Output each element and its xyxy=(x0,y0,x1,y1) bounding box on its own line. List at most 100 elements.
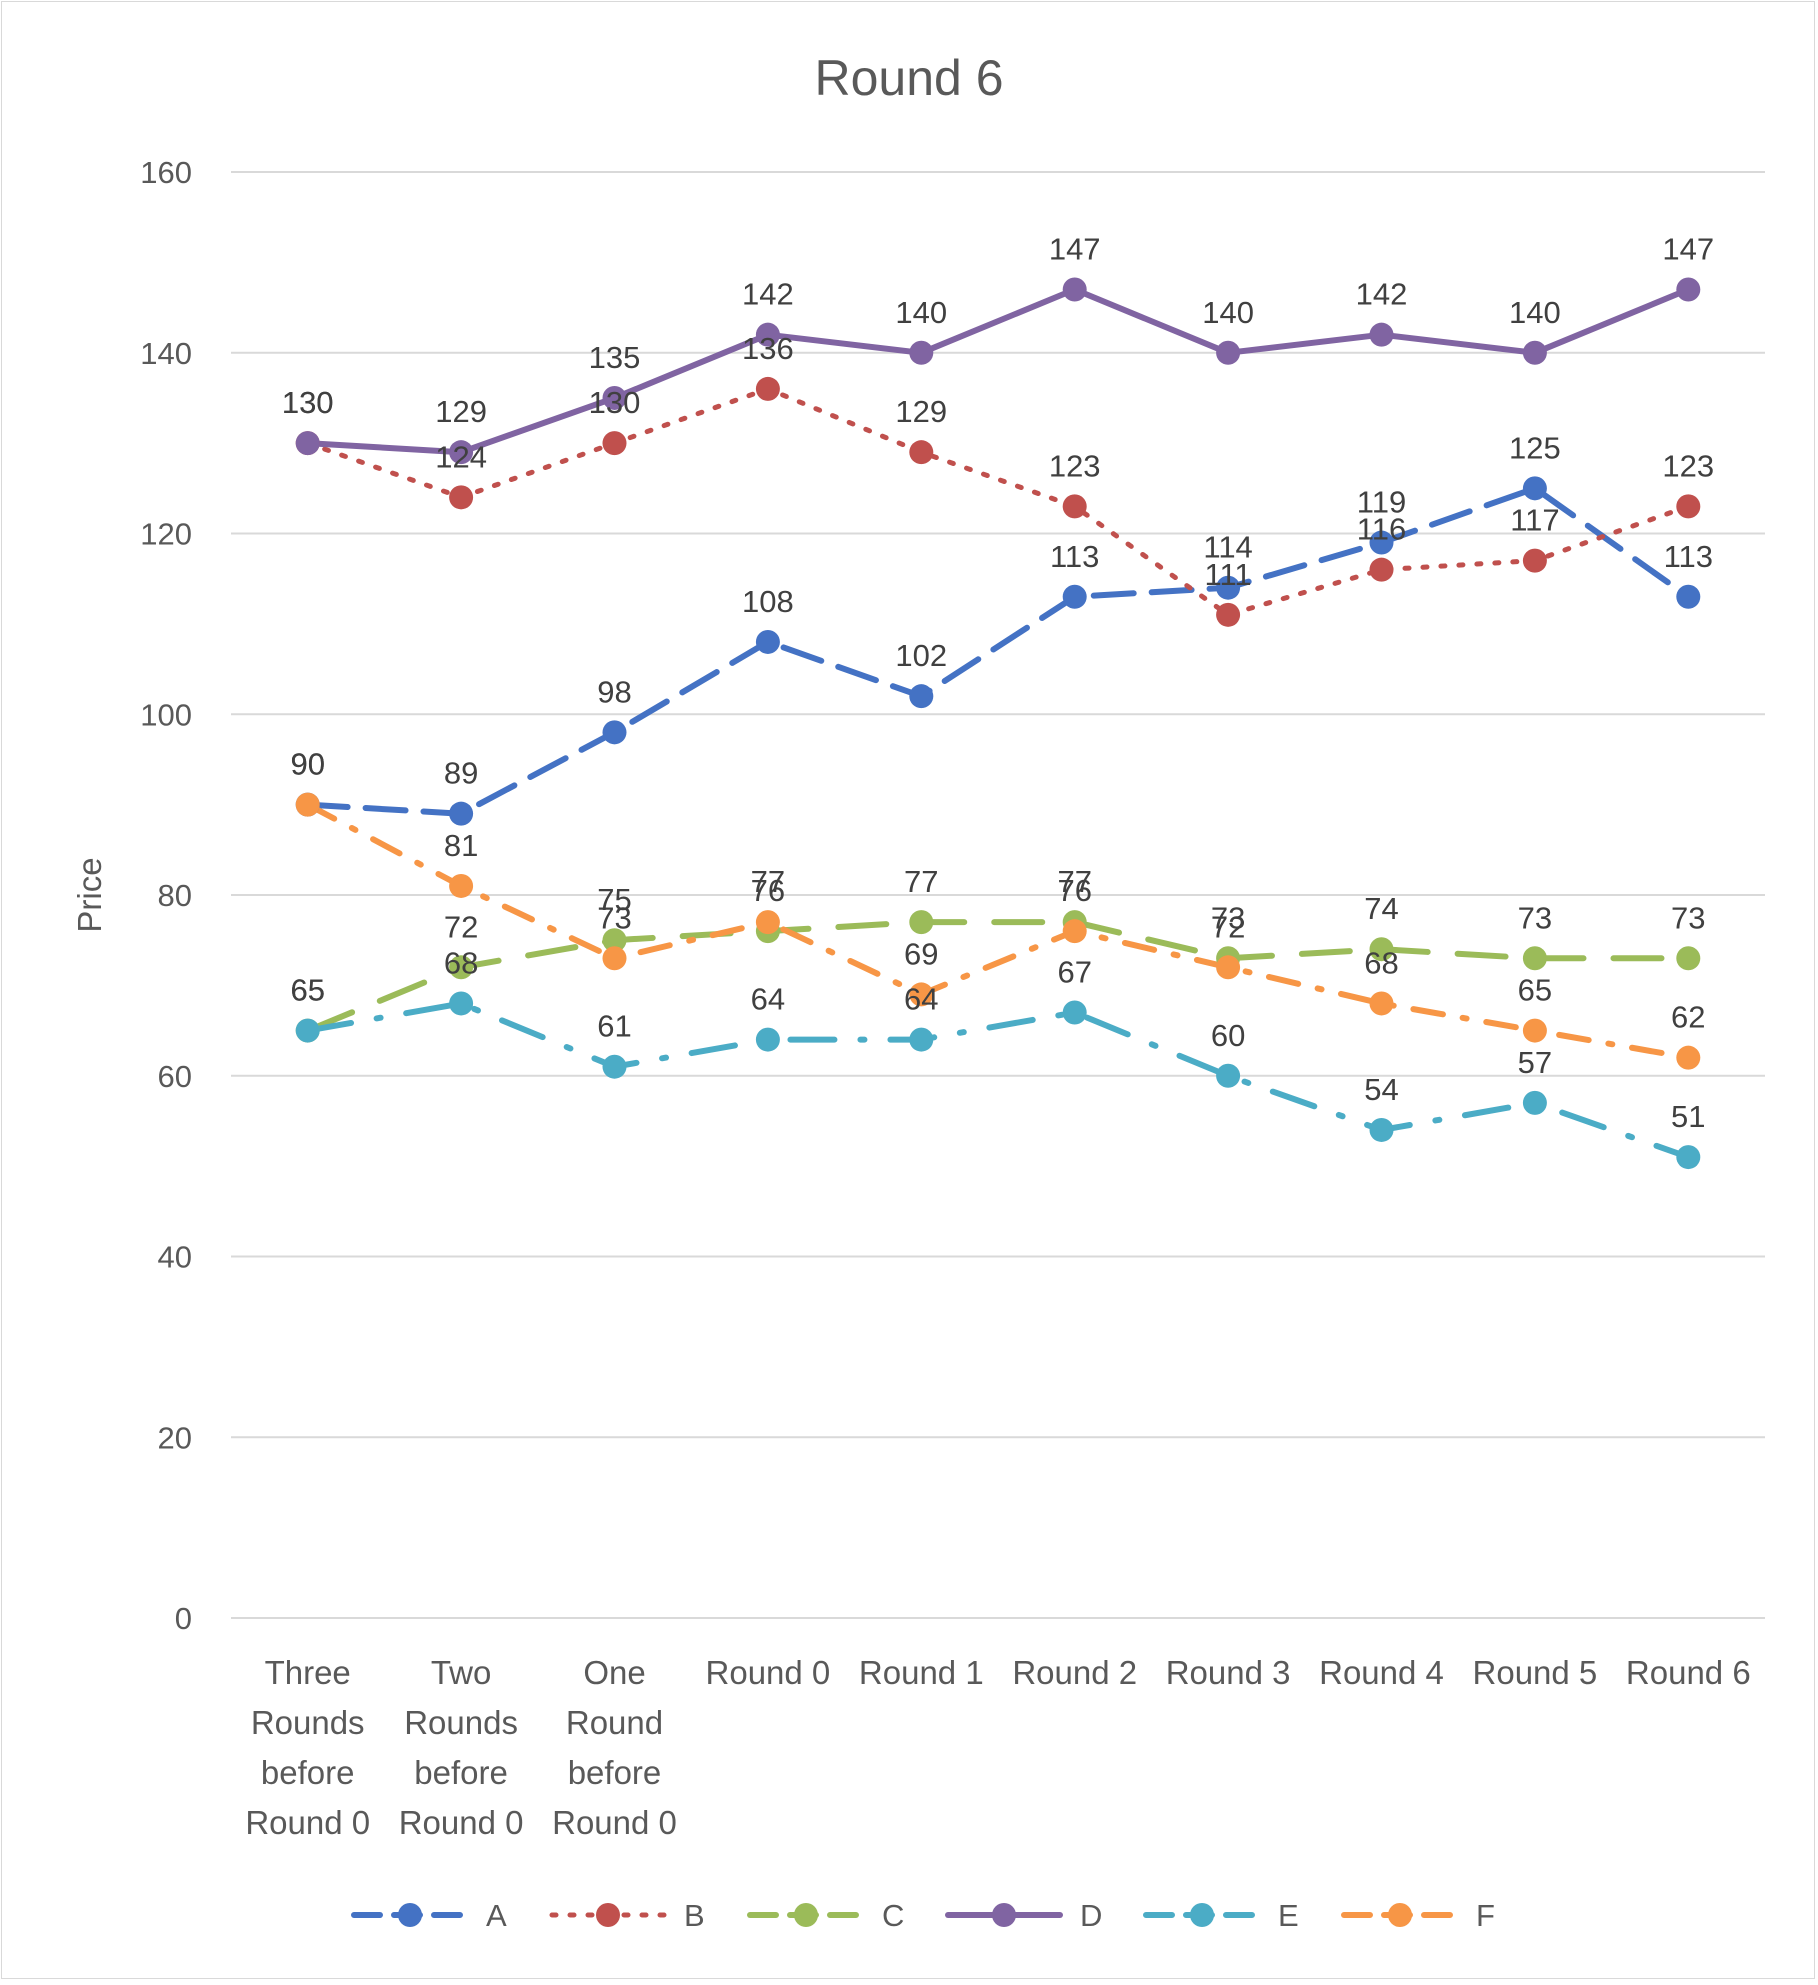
y-tick-label: 60 xyxy=(158,1059,192,1094)
data-label-A: 113 xyxy=(1664,539,1713,574)
legend-label-C: C xyxy=(882,1898,904,1933)
data-point-E xyxy=(602,1054,627,1079)
data-point-E xyxy=(755,1027,780,1052)
data-label-F: 62 xyxy=(1671,1000,1705,1035)
data-label-F: 81 xyxy=(444,828,478,863)
data-label-E: 64 xyxy=(751,982,785,1017)
data-label-E: 60 xyxy=(1211,1018,1245,1053)
x-tick-label: Three Rounds before Round 0 xyxy=(245,1654,370,1841)
x-tick-label: Round 5 xyxy=(1473,1654,1598,1691)
data-label-B: 136 xyxy=(742,331,794,366)
data-point-E xyxy=(295,1018,320,1043)
legend-label-F: F xyxy=(1476,1898,1495,1933)
data-label-C: 73 xyxy=(1211,900,1245,935)
legend-marker-A xyxy=(398,1903,422,1927)
data-point-A xyxy=(909,684,934,709)
data-label-D: 130 xyxy=(282,385,334,420)
data-label-E: 51 xyxy=(1671,1099,1705,1134)
legend-marker-E xyxy=(1190,1903,1214,1927)
data-point-C xyxy=(1522,946,1547,971)
data-label-A: 90 xyxy=(290,747,324,782)
legend-marker-D xyxy=(992,1903,1016,1927)
legend-item-C: C xyxy=(747,1898,904,1933)
data-label-B: 123 xyxy=(1662,448,1714,483)
data-label-D: 140 xyxy=(895,295,947,330)
data-label-C: 77 xyxy=(1057,864,1091,899)
data-point-F xyxy=(909,982,934,1007)
data-point-A xyxy=(755,629,780,654)
data-point-B xyxy=(909,440,934,465)
y-tick-label: 0 xyxy=(175,1601,192,1636)
data-point-D xyxy=(449,440,474,465)
legend-item-E: E xyxy=(1143,1898,1299,1933)
data-point-A xyxy=(449,801,474,826)
y-tick-label: 100 xyxy=(140,697,192,732)
data-label-E: 57 xyxy=(1518,1045,1552,1080)
x-tick-label: Round 3 xyxy=(1166,1654,1291,1691)
data-label-D: 135 xyxy=(589,340,641,375)
chart-title: Round 6 xyxy=(814,50,1003,106)
data-point-D xyxy=(602,385,627,410)
series-line-A xyxy=(304,485,1692,817)
data-point-B xyxy=(602,431,627,456)
legend-item-F: F xyxy=(1341,1898,1495,1933)
data-label-F: 76 xyxy=(1057,873,1091,908)
series-line-B xyxy=(305,386,1691,618)
data-point-B xyxy=(1522,548,1547,573)
y-axis-label: Price xyxy=(71,857,108,932)
data-point-B xyxy=(1216,602,1241,627)
data-label-A: 114 xyxy=(1203,530,1252,565)
data-point-F xyxy=(295,792,320,817)
data-label-E: 61 xyxy=(597,1009,631,1044)
data-point-D xyxy=(909,340,934,365)
data-label-B: 111 xyxy=(1205,557,1252,592)
x-tick-label: One Round before Round 0 xyxy=(552,1654,677,1841)
data-label-F: 72 xyxy=(1211,909,1245,944)
data-label-B: 130 xyxy=(589,385,641,420)
data-point-E xyxy=(1062,1000,1087,1025)
data-label-D: 140 xyxy=(1509,295,1561,330)
data-point-B xyxy=(449,485,474,510)
data-label-A: 113 xyxy=(1050,539,1099,574)
legend-marker-B xyxy=(596,1903,620,1927)
legend-marker-F xyxy=(1388,1903,1412,1927)
data-label-C: 76 xyxy=(751,873,785,908)
data-label-E: 67 xyxy=(1057,954,1091,989)
y-axis-ticks: 0 20 40 60 80 100 120 140 160 xyxy=(140,155,192,1636)
data-label-C: 77 xyxy=(904,864,938,899)
data-label-C: 73 xyxy=(1671,900,1705,935)
data-point-E xyxy=(1522,1090,1547,1115)
data-point-D xyxy=(1062,277,1087,302)
legend-label-B: B xyxy=(684,1898,705,1933)
data-point-A xyxy=(1522,476,1547,501)
data-point-F xyxy=(1062,919,1087,944)
data-label-D: 140 xyxy=(1202,295,1254,330)
data-label-F: 90 xyxy=(290,747,324,782)
data-point-D xyxy=(1216,340,1241,365)
legend-item-A: A xyxy=(351,1898,507,1933)
data-point-F xyxy=(602,946,627,971)
data-label-B: 129 xyxy=(895,394,947,429)
data-label-E: 65 xyxy=(290,973,324,1008)
data-label-B: 130 xyxy=(282,385,334,420)
data-point-E xyxy=(449,991,474,1016)
data-point-A xyxy=(602,720,627,745)
legend-marker-C xyxy=(794,1903,818,1927)
series-points xyxy=(295,277,1701,1170)
data-point-F xyxy=(1216,955,1241,980)
data-point-C xyxy=(602,928,627,953)
data-point-C xyxy=(1676,946,1701,971)
data-label-C: 65 xyxy=(290,973,324,1008)
data-label-D: 129 xyxy=(435,394,487,429)
data-label-C: 75 xyxy=(597,882,631,917)
data-point-C xyxy=(1369,937,1394,962)
legend-item-D: D xyxy=(945,1898,1102,1933)
data-label-F: 73 xyxy=(597,900,631,935)
data-label-D: 147 xyxy=(1662,231,1714,266)
x-tick-label: Two Rounds before Round 0 xyxy=(399,1654,524,1841)
data-label-E: 64 xyxy=(904,982,938,1017)
data-point-A xyxy=(1369,530,1394,555)
series-line-F xyxy=(304,801,1692,1061)
data-label-F: 68 xyxy=(1364,945,1398,980)
